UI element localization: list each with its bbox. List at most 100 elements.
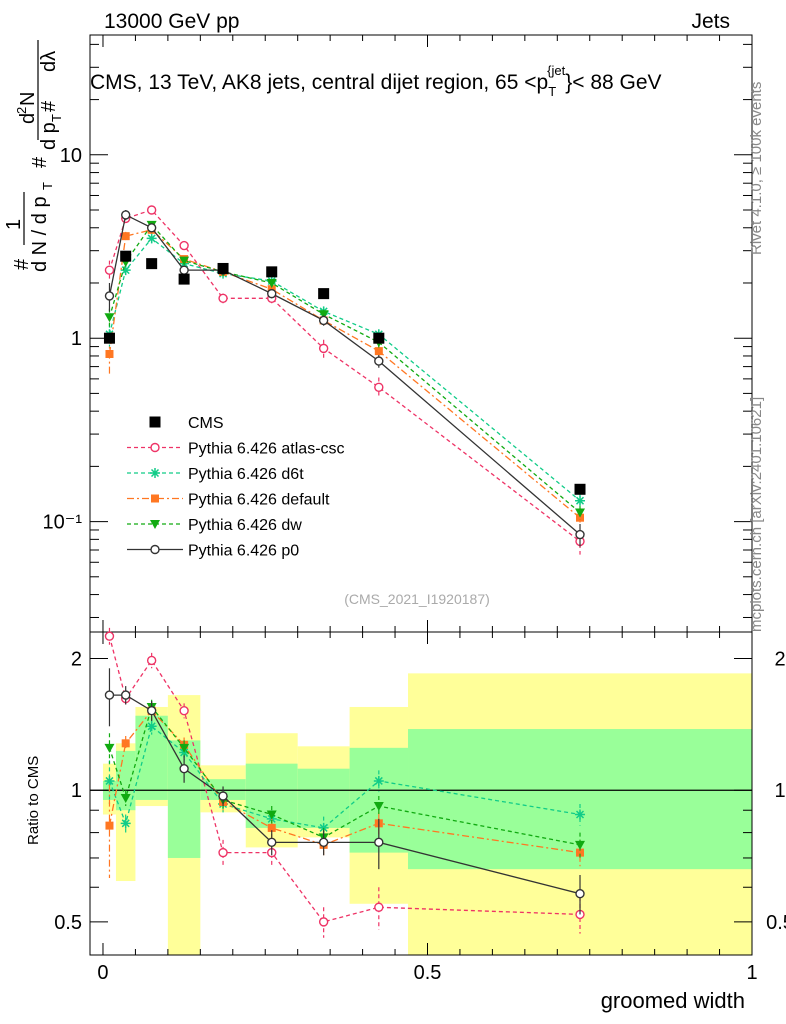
ratio-point-d6t xyxy=(575,809,586,820)
rivet-version-label: Rivet 4.1.0, ≥ 100k events xyxy=(748,82,765,255)
main-point-cms xyxy=(318,288,330,300)
chart-title: CMS, 13 TeV, AK8 jets, central dijet reg… xyxy=(90,63,662,99)
legend-marker-atlas_csc xyxy=(150,442,160,453)
x-tick-label: 1 xyxy=(746,962,757,984)
chart-title-sub: T xyxy=(548,84,556,99)
ratio-point-default xyxy=(576,848,585,857)
main-point-p0 xyxy=(318,315,329,326)
ratio-point-atlas_csc xyxy=(179,705,189,716)
ratio-point-atlas_csc xyxy=(146,655,157,666)
ratio-point-dw xyxy=(104,743,115,753)
ratio-plot-marks xyxy=(104,627,586,938)
legend-label-cms: CMS xyxy=(188,415,224,432)
ratio-point-atlas_csc xyxy=(318,917,329,927)
chart-title-end: }< 88 GeV xyxy=(565,71,661,94)
ratio-point-dw xyxy=(120,793,131,803)
svg-text:#: # xyxy=(38,100,60,112)
ratio-y-tick-label: 0.5 xyxy=(54,912,82,934)
main-panel-frame: 10⁻¹ 1 10 xyxy=(43,34,753,633)
ratio-point-p0 xyxy=(374,837,384,848)
main-point-dw xyxy=(318,310,329,320)
main-point-d6t xyxy=(575,495,586,506)
chart-title-main: CMS, 13 TeV, AK8 jets, central dijet reg… xyxy=(90,71,548,94)
main-point-d6t xyxy=(146,233,157,244)
ratio-bands-layer xyxy=(102,673,752,955)
legend: CMS Pythia 6.426 atlas-csc Pythia 6.426 d6… xyxy=(127,415,345,560)
legend-label-default: Pythia 6.426 default xyxy=(188,492,330,509)
legend-label-dw: Pythia 6.426 dw xyxy=(188,517,302,534)
ratio-line-dw xyxy=(108,705,581,846)
main-point-d6t xyxy=(120,265,131,276)
main-point-dw xyxy=(104,313,115,323)
main-point-p0 xyxy=(120,210,131,220)
ratio-point-p0 xyxy=(120,690,131,700)
main-point-default xyxy=(374,347,383,356)
main-point-default xyxy=(121,232,130,241)
ratio-point-dw xyxy=(179,743,190,753)
ratio-point-d6t xyxy=(373,775,384,786)
main-point-cms xyxy=(120,250,132,262)
ratio-point-atlas_csc xyxy=(374,902,384,912)
main-point-cms xyxy=(103,332,115,344)
svg-text:dλ: dλ xyxy=(38,51,60,72)
ratio-point-d6t xyxy=(318,822,329,833)
ratio-point-p0 xyxy=(218,791,228,801)
main-y-axis-label: # 1 d N / d p T # d 2 N d p T # dλ xyxy=(3,40,64,272)
mcplots-label: mcplots.cern.ch [arXiv:2401.10621] xyxy=(748,397,765,632)
ratio-y-tick-label-right: 2 xyxy=(774,649,785,671)
legend-marker-dw xyxy=(150,520,160,529)
ratio-point-dw xyxy=(373,802,384,812)
main-point-cms xyxy=(217,262,229,274)
main-point-p0 xyxy=(267,288,277,299)
main-point-p0 xyxy=(146,223,157,233)
main-point-cms xyxy=(266,266,278,278)
svg-text:#: # xyxy=(29,156,51,168)
ratio-point-d6t xyxy=(146,721,157,732)
svg-text:T: T xyxy=(49,114,64,122)
ratio-point-p0 xyxy=(575,888,585,899)
header-left-label: 13000 GeV pp xyxy=(104,10,239,33)
svg-text:T: T xyxy=(40,182,55,190)
main-point-cms xyxy=(574,483,586,495)
main-point-dw xyxy=(266,278,277,288)
watermark-label: (CMS_2021_I1920187) xyxy=(344,591,490,607)
legend-marker-default xyxy=(151,494,159,503)
main-point-p0 xyxy=(374,356,384,366)
ratio-point-dw xyxy=(575,840,586,850)
legend-marker-d6t xyxy=(150,468,160,478)
main-point-atlas_csc xyxy=(218,293,228,304)
main-line-d6t xyxy=(108,237,581,502)
ratio-y-tick-label-right: 1 xyxy=(774,780,785,802)
ratio-y-tick-label: 1 xyxy=(71,780,82,802)
svg-text:1: 1 xyxy=(3,219,25,230)
ratio-point-dw xyxy=(266,810,277,820)
main-point-atlas_csc xyxy=(179,240,189,251)
ratio-point-atlas_csc xyxy=(218,847,228,858)
main-plot-marks xyxy=(103,205,586,555)
ratio-point-p0 xyxy=(146,705,157,716)
main-point-p0 xyxy=(179,265,189,275)
main-y-tick-label: 10⁻¹ xyxy=(43,512,83,534)
main-point-dw xyxy=(179,256,190,266)
header-right-label: Jets xyxy=(691,10,730,33)
svg-text:2: 2 xyxy=(14,107,29,114)
main-y-tick-label: 10 xyxy=(60,145,82,167)
ratio-y-tick-label-right: 0.5 xyxy=(766,912,786,934)
main-line-atlas_csc xyxy=(108,209,581,542)
legend-label-p0: Pythia 6.426 p0 xyxy=(188,543,299,560)
main-point-default xyxy=(105,349,114,358)
legend-label-d6t: Pythia 6.426 d6t xyxy=(188,466,304,483)
ratio-point-p0 xyxy=(318,837,329,848)
svg-text:N: N xyxy=(17,92,39,106)
main-point-cms xyxy=(178,273,190,285)
main-point-atlas_csc xyxy=(318,343,329,354)
ratio-y-axis-label: Ratio to CMS xyxy=(25,756,42,845)
ratio-point-default xyxy=(105,821,114,830)
chart-title-sup: {jet xyxy=(547,63,565,78)
x-axis-label: groomed width xyxy=(601,988,745,1013)
x-tick-label: 0 xyxy=(97,962,108,984)
main-point-cms xyxy=(373,332,385,344)
ratio-point-p0 xyxy=(104,690,115,700)
svg-text:d N / d p: d N / d p xyxy=(29,196,51,272)
